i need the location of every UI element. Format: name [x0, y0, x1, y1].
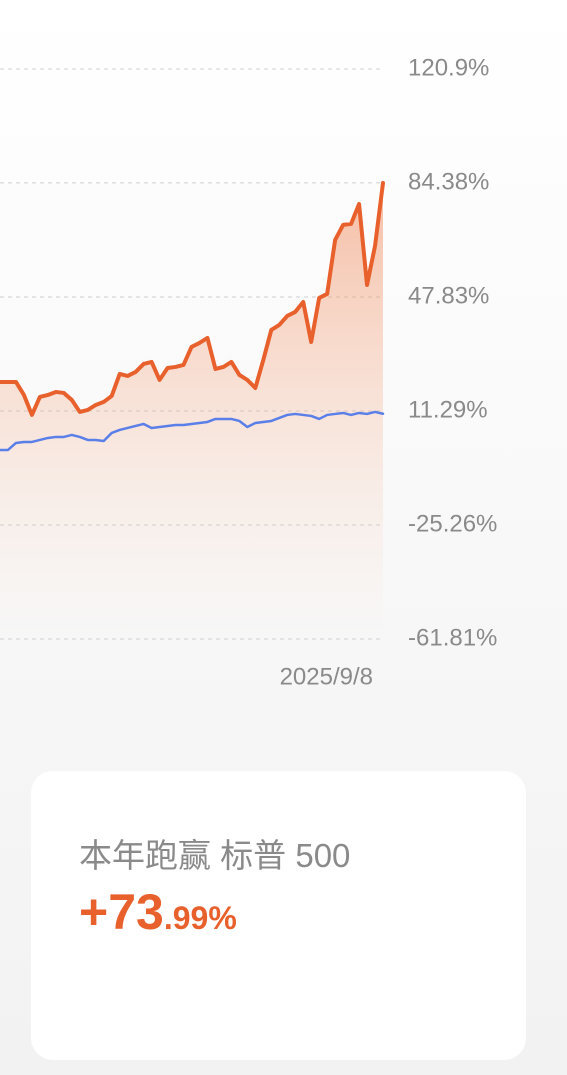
y-tick-label: -25.26% — [408, 510, 497, 537]
summary-card: 本年跑赢 标普 500 +73.99% — [31, 771, 526, 1060]
y-tick-label: 84.38% — [408, 168, 489, 195]
y-tick-label: 11.29% — [408, 396, 488, 423]
x-tick-label: 2025/9/8 — [280, 663, 373, 690]
y-tick-label: -61.81% — [408, 624, 497, 651]
card-label: 本年跑赢 标普 500 — [79, 837, 351, 874]
series-line — [0, 180, 385, 417]
y-tick-label: 47.83% — [408, 282, 489, 309]
series-line — [0, 410, 385, 452]
series-area — [0, 182, 383, 639]
y-tick-label: 120.9% — [408, 54, 489, 81]
chart: 120.9% 84.38% 47.83% 11.29% -25.26% -61.81% 20… — [0, 54, 497, 690]
card-value: +73.99% — [79, 884, 237, 940]
